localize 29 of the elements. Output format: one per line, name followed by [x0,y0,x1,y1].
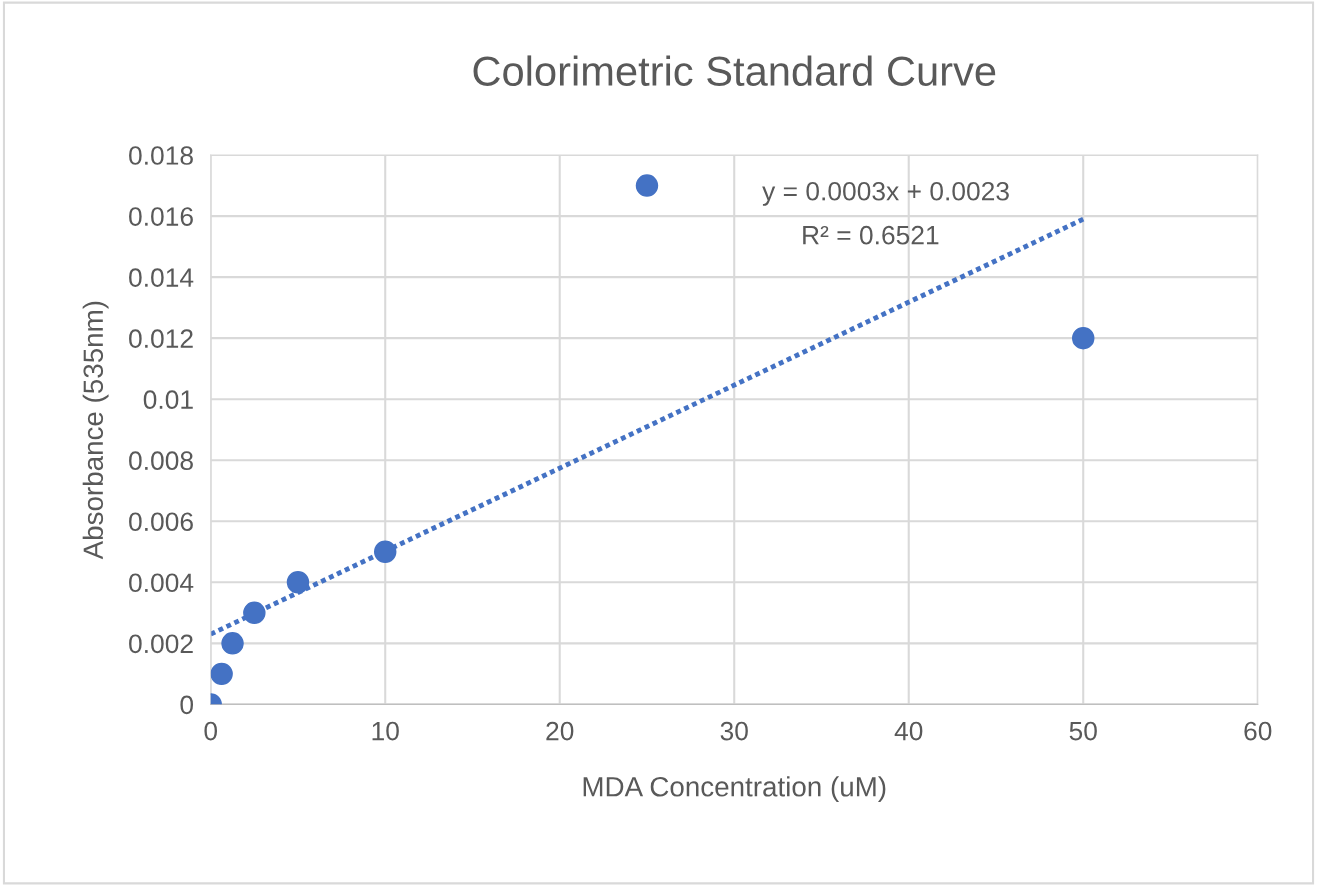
y-tick-label: 0.016 [129,207,193,226]
point [221,632,244,655]
x-tick-label: 60 [1244,721,1272,741]
annotation: y = 0.0003x + 0.0023 [762,181,1009,206]
point [286,571,310,594]
y-tick-label: 0.008 [129,451,193,471]
x-tick-label: 20 [546,721,574,741]
y-tick-label: 0.006 [129,512,193,532]
y-axis-title: Absorbance (535nm) [82,301,109,560]
x-tick-label: 0 [204,721,218,741]
point [373,540,397,564]
x-tick-label: 50 [1069,721,1097,741]
y-tick-label: 0.012 [129,329,193,348]
y-tick-label: 0 [180,695,194,715]
y-tick-label: 0.014 [129,268,194,287]
point [243,601,266,625]
annotation: R² = 0.6521 [803,225,939,245]
x-tick-label: 30 [720,721,748,741]
y-tick-label: 0.004 [129,573,194,593]
y-tick-label: 0.018 [129,146,193,165]
y-tick-label: 0.01 [143,390,193,410]
x-axis-title: MDA Concentration (uM) [583,776,886,803]
y-tick-label: 0.002 [129,634,193,654]
x-tick-label: 10 [372,721,399,741]
x-tick-label: 40 [894,721,923,741]
point [635,174,659,197]
chart-title: Colorimetric Standard Curve [473,55,996,87]
point [210,662,233,686]
point [1072,326,1095,350]
